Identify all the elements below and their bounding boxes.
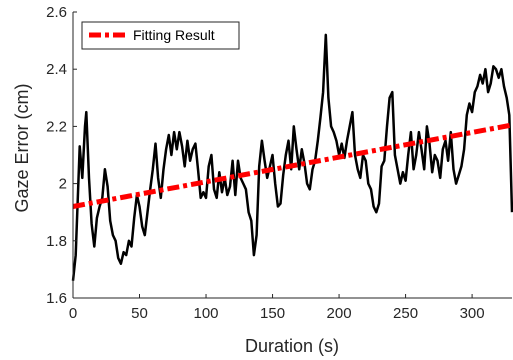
plot-area xyxy=(71,33,513,281)
x-tick-label: 300 xyxy=(460,305,485,322)
x-tick-label: 200 xyxy=(327,305,352,322)
y-tick-label: 1.6 xyxy=(46,290,67,307)
y-tick-label: 2.2 xyxy=(46,118,67,135)
x-axis: 0 50 100 150 200 250 300 xyxy=(69,294,512,322)
legend: Fitting Result xyxy=(81,21,240,50)
legend-fitting-result-label: Fitting Result xyxy=(133,27,215,43)
x-tick-label: 0 xyxy=(69,305,77,322)
y-tick-label: 2.4 xyxy=(46,61,67,78)
y-tick-label: 2.6 xyxy=(46,4,67,21)
fitting-result-line xyxy=(72,122,513,209)
y-tick-label: 2 xyxy=(59,176,67,193)
x-axis-label: Duration (s) xyxy=(245,336,339,356)
y-axis: 1.6 1.8 2 2.2 2.4 2.6 xyxy=(46,4,77,307)
x-tick-label: 250 xyxy=(393,305,418,322)
gaze-error-line xyxy=(71,33,513,281)
y-axis-label: Gaze Error (cm) xyxy=(12,83,32,212)
y-tick-label: 1.8 xyxy=(46,233,67,250)
x-tick-label: 150 xyxy=(260,305,285,322)
x-tick-label: 50 xyxy=(131,305,148,322)
x-tick-label: 100 xyxy=(194,305,219,322)
